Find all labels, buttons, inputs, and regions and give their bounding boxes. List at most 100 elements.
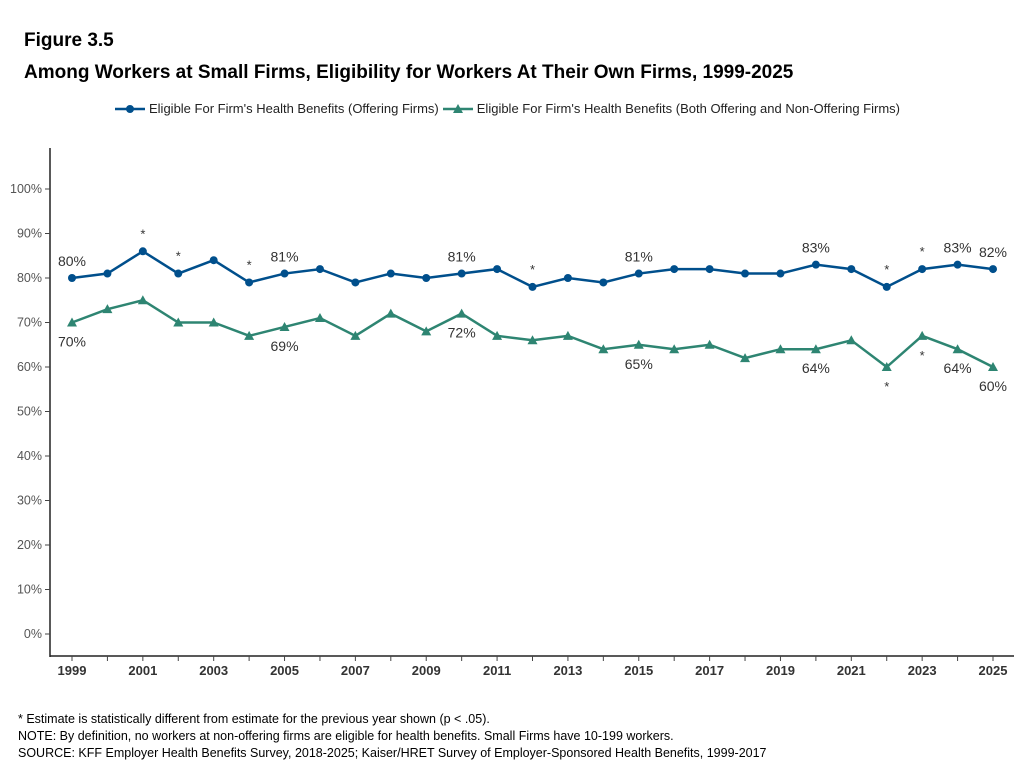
significance-asterisk: * (920, 348, 925, 363)
data-label: 70% (58, 334, 86, 350)
x-tick-label: 2011 (483, 663, 511, 678)
figure-label: Figure 3.5 (24, 30, 114, 51)
data-point (953, 260, 962, 269)
data-point (279, 321, 290, 331)
data-point (740, 353, 751, 363)
data-point (917, 330, 928, 340)
x-tick-label: 2013 (553, 663, 582, 678)
data-point (67, 317, 77, 327)
data-point (918, 265, 927, 274)
significance-asterisk: * (884, 379, 889, 394)
data-point (68, 274, 76, 282)
data-point (634, 269, 643, 278)
significance-asterisk: * (884, 262, 889, 277)
y-tick-label: 60% (17, 360, 42, 374)
data-point (208, 317, 219, 327)
y-tick-label: 70% (17, 316, 42, 330)
y-tick-label: 30% (17, 494, 42, 508)
y-tick-label: 90% (17, 227, 42, 241)
x-tick-label: 2017 (695, 663, 724, 678)
data-point (669, 344, 680, 354)
definition-note: NOTE: By definition, no workers at non-o… (18, 729, 674, 743)
data-point (244, 330, 255, 340)
data-label: 60% (979, 378, 1007, 394)
significance-asterisk: * (530, 262, 535, 277)
y-tick-label: 50% (17, 405, 42, 419)
legend-item-offering: Eligible For Firm's Health Benefits (Off… (115, 101, 439, 116)
data-point (562, 330, 573, 340)
data-label: 81% (448, 249, 476, 265)
data-label: 69% (271, 338, 299, 354)
data-point (173, 317, 184, 327)
data-point (633, 339, 644, 349)
legend-triangle-marker-icon (442, 103, 473, 113)
data-point (209, 256, 218, 265)
y-tick-label: 100% (10, 182, 42, 196)
significance-note: * Estimate is statistically different fr… (18, 712, 490, 726)
data-label: 64% (802, 360, 830, 376)
data-point (456, 308, 467, 318)
x-tick-label: 2003 (199, 663, 228, 678)
data-label: 81% (271, 249, 299, 265)
data-point (988, 362, 998, 371)
legend-circle-marker-icon (115, 104, 145, 113)
x-tick-label: 2001 (128, 663, 157, 678)
data-point (811, 260, 820, 269)
data-point (245, 278, 254, 287)
data-point (137, 295, 148, 305)
data-point (351, 278, 360, 287)
y-tick-label: 0% (24, 627, 42, 641)
data-point (776, 269, 785, 278)
data-point (810, 344, 821, 354)
legend: Eligible For Firm's Health Benefits (Off… (115, 101, 904, 116)
data-point (174, 269, 183, 278)
x-tick-label: 2021 (837, 663, 866, 678)
legend-label: Eligible For Firm's Health Benefits (Off… (149, 101, 439, 116)
data-point (528, 282, 537, 291)
x-tick-label: 2023 (908, 663, 937, 678)
data-point (385, 308, 396, 318)
data-label: 83% (944, 240, 972, 256)
y-tick-label: 80% (17, 271, 42, 285)
data-point (314, 313, 325, 323)
data-point (704, 339, 715, 349)
data-point (775, 344, 786, 354)
y-tick-label: 20% (17, 538, 42, 552)
data-point (493, 265, 502, 274)
data-point (882, 282, 891, 291)
data-point (881, 362, 892, 371)
data-point (280, 269, 289, 278)
data-point (846, 335, 857, 345)
notes: * Estimate is statistically different fr… (18, 711, 767, 762)
data-label: 81% (625, 249, 653, 265)
data-point (103, 269, 112, 278)
x-tick-label: 1999 (58, 663, 87, 678)
x-tick-label: 2007 (341, 663, 370, 678)
significance-asterisk: * (176, 249, 181, 264)
y-tick-label: 10% (17, 583, 42, 597)
data-point (847, 265, 856, 274)
significance-asterisk: * (920, 244, 925, 259)
legend-item-all-firms: Eligible For Firm's Health Benefits (Bot… (442, 101, 900, 116)
data-point (741, 269, 750, 278)
x-tick-label: 2009 (412, 663, 441, 678)
data-label: 83% (802, 240, 830, 256)
significance-asterisk: * (140, 226, 145, 241)
data-point (952, 344, 963, 354)
data-point (350, 330, 361, 340)
data-label: 82% (979, 244, 1007, 260)
data-point (315, 265, 324, 274)
data-point (705, 265, 714, 274)
y-tick-label: 40% (17, 449, 42, 463)
data-label: 80% (58, 253, 86, 269)
data-point (563, 274, 572, 282)
series-line (71, 298, 994, 369)
data-point (102, 304, 113, 314)
data-label: 65% (625, 356, 653, 372)
data-point (421, 326, 432, 336)
data-label: 72% (448, 325, 476, 341)
x-tick-label: 2015 (624, 663, 653, 678)
significance-asterisk: * (247, 257, 252, 272)
